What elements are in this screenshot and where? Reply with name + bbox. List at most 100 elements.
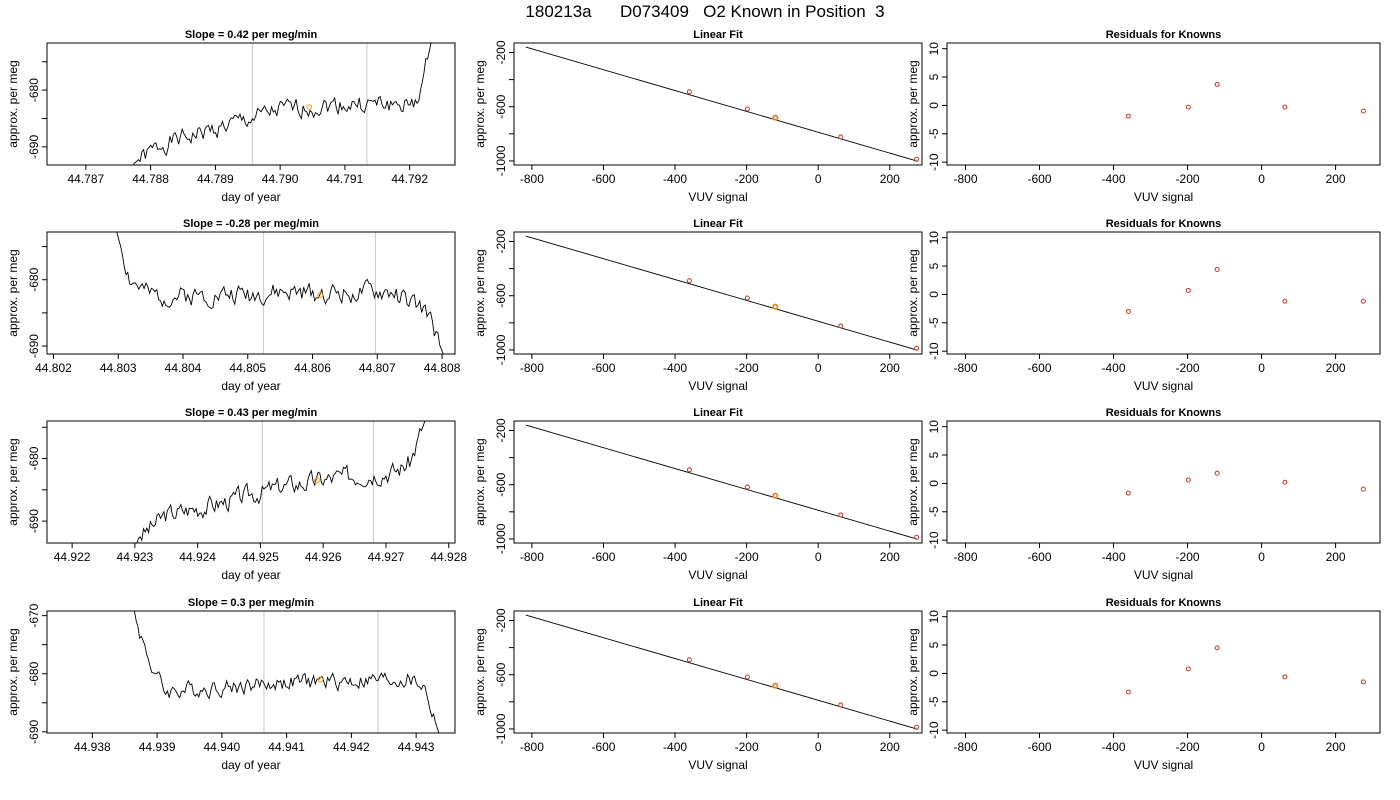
figure-title: 180213a D073409 O2 Known in Position 3 <box>525 2 885 21</box>
data-point <box>1125 689 1131 695</box>
x-tick-label: 44.803 <box>100 361 137 375</box>
plot-frame <box>946 42 1381 166</box>
plot-frame <box>513 420 923 544</box>
x-tick-label: 44.942 <box>333 740 370 754</box>
x-tick-label: -600 <box>1028 550 1052 564</box>
y-tick-label: 10 <box>927 420 941 434</box>
data-point <box>914 534 920 540</box>
x-tick-label: -400 <box>1102 550 1126 564</box>
x-tick-label: 0 <box>1258 172 1265 186</box>
x-tick-label: 44.922 <box>54 550 91 564</box>
y-tick-label: -690 <box>27 334 41 358</box>
y-tick-label: -680 <box>27 446 41 470</box>
plot-area <box>1125 81 1366 119</box>
x-tick-label: -200 <box>1176 740 1200 754</box>
x-tick-label: 44.925 <box>242 550 279 564</box>
data-point <box>1125 490 1131 496</box>
x-tick-label: 44.791 <box>327 172 364 186</box>
y-axis-label: approx. per meg <box>906 60 920 147</box>
x-tick-label: 200 <box>880 172 900 186</box>
plot-frame <box>46 420 456 544</box>
data-point-highlight <box>772 303 779 310</box>
x-tick-label: 44.928 <box>430 550 467 564</box>
y-tick-label: -1000 <box>494 523 508 554</box>
x-axis-label: VUV signal <box>1134 758 1193 772</box>
x-tick-label: -600 <box>1028 172 1052 186</box>
y-tick-label: 0 <box>927 102 941 109</box>
y-tick-label: -200 <box>494 418 508 442</box>
y-tick-label: -5 <box>927 317 941 328</box>
plot-area <box>525 614 920 730</box>
panel-title: Slope = 0.43 per meg/min <box>185 407 318 419</box>
data-point <box>1125 113 1131 119</box>
x-tick-label: -200 <box>1176 361 1200 375</box>
y-tick-label: -680 <box>27 661 41 685</box>
data-point <box>744 295 750 301</box>
data-point <box>838 134 844 140</box>
data-point <box>914 724 920 730</box>
y-tick-label: 5 <box>927 262 941 269</box>
panel-4-3: Residuals for Knowns -800 -600 -400 -200 0 200… <box>906 597 1381 772</box>
data-point <box>838 323 844 329</box>
x-axis-label: VUV signal <box>688 758 747 772</box>
x-axis-label: VUV signal <box>688 190 747 204</box>
plot-frame <box>513 231 923 355</box>
x-tick-label: 0 <box>815 550 822 564</box>
data-point <box>1282 298 1288 304</box>
data-point <box>772 304 778 310</box>
x-tick-label: 44.941 <box>268 740 305 754</box>
x-tick-label: -600 <box>591 740 615 754</box>
y-tick-label: 5 <box>927 451 941 458</box>
x-tick-label: 44.807 <box>359 361 396 375</box>
panel-4-2: Linear Fit -800 -600 -400 -200 0 200 -200 -600 -1… <box>473 597 923 772</box>
plot-frame <box>946 231 1381 355</box>
plot-frame <box>946 420 1381 544</box>
y-tick-label: -200 <box>494 229 508 253</box>
data-point <box>1185 477 1191 483</box>
x-tick-label: 0 <box>815 361 822 375</box>
y-tick-label: 5 <box>927 73 941 80</box>
x-tick-label: -200 <box>735 172 759 186</box>
x-tick-label: 44.940 <box>204 740 241 754</box>
x-tick-label: 44.938 <box>74 740 111 754</box>
panel-3-1: Slope = 0.43 per meg/min 44.922 44.923 44.9… <box>6 407 467 582</box>
x-tick-label: 200 <box>1326 550 1346 564</box>
data-point-highlight <box>772 682 779 689</box>
panel-title: Linear Fit <box>693 29 743 41</box>
data-point <box>1360 486 1366 492</box>
x-tick-label: 44.789 <box>197 172 234 186</box>
x-tick-label: 44.926 <box>305 550 342 564</box>
x-tick-label: 44.923 <box>117 550 154 564</box>
plot-area <box>1125 645 1366 695</box>
data-point <box>1282 674 1288 680</box>
data-point <box>686 89 692 95</box>
panel-title: Linear Fit <box>693 597 743 609</box>
y-tick-label: 5 <box>927 641 941 648</box>
data-point <box>1360 108 1366 114</box>
data-point <box>1125 308 1131 314</box>
mean-marker <box>314 477 320 484</box>
trace-line <box>136 421 426 543</box>
x-tick-label: -800 <box>953 172 977 186</box>
x-tick-label: 0 <box>1258 550 1265 564</box>
y-tick-label: -200 <box>494 608 508 632</box>
x-tick-label: 200 <box>880 550 900 564</box>
panel-1-1: Slope = 0.42 per meg/min 44.787 44.788 44.7… <box>6 29 456 204</box>
panel-2-1: Slope = -0.28 per meg/min 44.802 44.803 44.… <box>6 218 461 393</box>
x-tick-label: 44.806 <box>294 361 331 375</box>
x-tick-label: 0 <box>815 172 822 186</box>
y-tick-label: -10 <box>927 721 941 739</box>
plot-area <box>525 235 920 351</box>
y-tick-label: -5 <box>927 128 941 139</box>
x-tick-label: -400 <box>663 361 687 375</box>
y-tick-label: -1000 <box>494 713 508 744</box>
x-tick-label: 0 <box>1258 361 1265 375</box>
trace-line <box>116 232 444 354</box>
y-tick-label: -1000 <box>494 145 508 176</box>
data-point <box>744 106 750 112</box>
data-point <box>914 345 920 351</box>
data-point <box>914 156 920 162</box>
mean-marker <box>317 292 324 298</box>
y-tick-label: -680 <box>27 78 41 102</box>
y-axis-label: approx. per meg <box>473 249 487 336</box>
